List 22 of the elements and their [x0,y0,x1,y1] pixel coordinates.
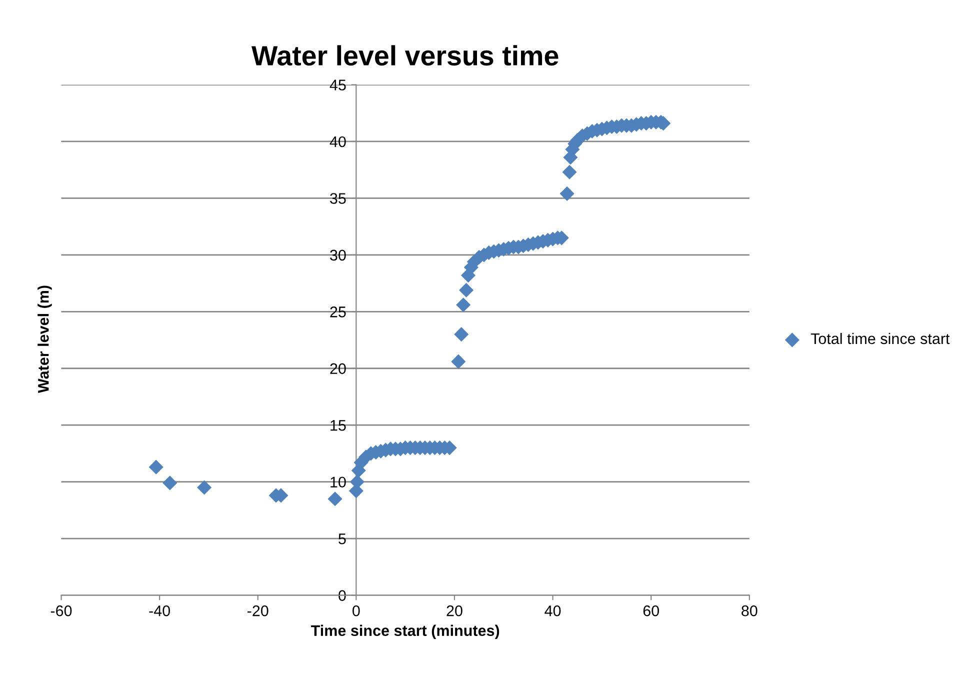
x-tick-label: 80 [742,605,758,616]
y-tick-label: 0 [338,590,346,601]
y-tick-label: 40 [330,136,346,148]
x-tick-label: 0 [352,605,360,616]
y-tick-label: 25 [330,306,346,318]
x-tick-label: -40 [149,605,170,616]
x-axis-title: Time since start (minutes) [310,624,500,640]
x-tick-label: 20 [446,605,462,616]
legend-label: Total time since start [810,332,950,344]
y-tick-label: 45 [330,80,346,90]
x-tick-label: 40 [544,605,561,616]
y-tick-label: 35 [330,193,346,204]
x-tick-label: 60 [643,605,659,616]
y-tick-label: 20 [330,363,346,374]
y-axis-title: Water level (m) [38,286,52,394]
x-tick-label: -60 [50,605,72,616]
y-tick-label: 15 [330,420,346,431]
x-tick-label: -20 [247,605,268,616]
y-tick-label: 30 [330,250,346,261]
y-tick-label: 10 [330,476,346,488]
y-tick-label: 5 [338,534,346,544]
chart-title: Water level versus time [251,45,558,66]
